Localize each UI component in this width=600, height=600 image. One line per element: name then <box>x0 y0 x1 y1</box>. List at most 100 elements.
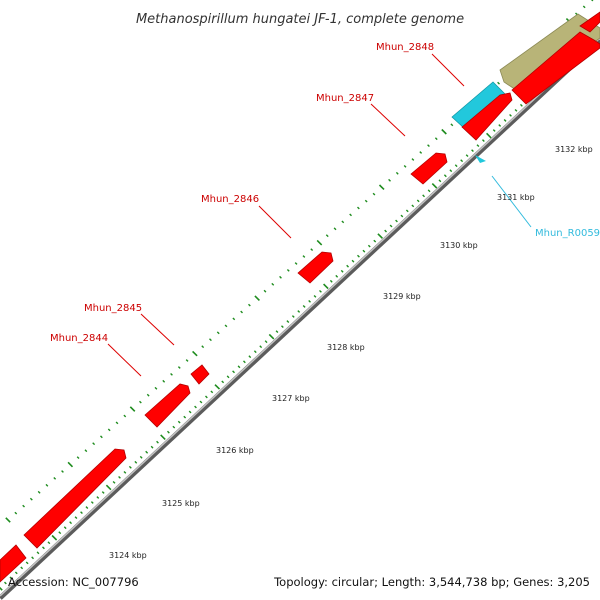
inner-tick-12 <box>63 526 67 530</box>
backbone <box>0 37 600 600</box>
cds-bottom-left[interactable] <box>0 544 27 583</box>
outer-tick-31 <box>248 303 251 307</box>
outer-tick-20 <box>162 379 166 383</box>
inner-tick-94 <box>509 114 512 117</box>
inner-tick-64 <box>346 264 349 268</box>
inner-tick-48 <box>259 345 263 349</box>
outer-tick-7 <box>61 470 64 473</box>
outer-tick-5 <box>45 483 49 487</box>
inner-tick-33 <box>177 420 181 424</box>
cds-block-top-edge[interactable] <box>579 11 600 33</box>
outer-tick-57 <box>450 123 454 127</box>
inner-tick-47 <box>253 350 257 354</box>
cds-mhun-2844[interactable] <box>144 383 191 428</box>
outer-tick-36 <box>286 269 290 272</box>
tick-label-3130: 3130 kbp <box>440 241 478 250</box>
feature-track <box>0 11 600 583</box>
outer-tick-28 <box>224 324 228 328</box>
inner-tick-23 <box>123 471 127 474</box>
inner-tick-31 <box>166 430 170 434</box>
outer-tick-50 <box>395 171 399 175</box>
outer-tick-12 <box>100 435 103 439</box>
inner-tick-55 <box>297 310 301 313</box>
inner-tick-17 <box>90 501 94 504</box>
outer-tick-40 <box>316 239 323 246</box>
gene-label-mhun-r0059[interactable]: Mhun_R0059 <box>535 228 600 239</box>
inner-tick-69 <box>373 239 377 243</box>
inner-tick-19 <box>101 491 105 494</box>
gene-labels: Mhun_2844 Mhun_2845 Mhun_2846 Mhun_2847 … <box>50 42 600 344</box>
topology-text: Topology: circular; Length: 3,544,738 bp… <box>273 575 590 589</box>
inner-tick-43 <box>232 370 235 374</box>
outer-tick-2 <box>22 504 25 508</box>
outer-tick-56 <box>441 128 447 135</box>
inner-tick-80 <box>431 183 438 189</box>
inner-tick-0 <box>0 586 3 591</box>
tick-label-3129: 3129 kbp <box>383 292 421 301</box>
outer-tick-38 <box>302 255 306 258</box>
feature-olive-block[interactable] <box>499 13 600 95</box>
tick-label-3128: 3128 kbp <box>327 343 365 352</box>
outer-tick-34 <box>271 282 275 286</box>
inner-tick-91 <box>492 129 496 132</box>
rna-arrow-mhun-r0059[interactable] <box>475 155 486 163</box>
inner-tick-68 <box>367 244 371 248</box>
outer-tick-30 <box>240 310 243 314</box>
cds-block-top-right[interactable] <box>511 31 600 105</box>
gene-label-mhun-2844[interactable]: Mhun_2844 <box>50 333 108 344</box>
cds-mhun-2845[interactable] <box>190 364 210 385</box>
cds-mhun-2848-arrow[interactable] <box>461 92 513 141</box>
inner-tick-51 <box>275 330 279 333</box>
inner-tick-54 <box>291 315 295 318</box>
outer-tick-37 <box>294 262 298 265</box>
inner-tick-row <box>0 38 594 591</box>
inner-tick-13 <box>69 521 73 525</box>
inner-tick-95 <box>514 109 518 112</box>
inner-tick-67 <box>362 249 366 253</box>
inner-tick-78 <box>422 194 426 198</box>
outer-tick-15 <box>123 414 127 418</box>
inner-tick-89 <box>481 139 485 142</box>
kbp-tick-labels: 3124 kbp 3125 kbp 3126 kbp 3127 kbp 3128… <box>109 145 593 560</box>
outer-tick-46 <box>364 199 368 203</box>
inner-tick-96 <box>519 103 523 107</box>
outer-tick-9 <box>76 456 80 459</box>
inner-tick-8 <box>42 546 45 550</box>
inner-tick-88 <box>476 144 480 148</box>
inner-tick-66 <box>357 254 360 258</box>
inner-tick-28 <box>150 445 154 449</box>
cds-mhun-2846[interactable] <box>297 251 334 284</box>
outer-tick-11 <box>92 442 96 446</box>
outer-tick-27 <box>216 331 220 335</box>
inner-tick-59 <box>319 289 322 293</box>
inner-tick-79 <box>427 189 431 193</box>
outer-tick-18 <box>146 393 150 397</box>
outer-tick-21 <box>170 373 173 376</box>
inner-tick-25 <box>134 460 138 464</box>
gene-label-mhun-2847[interactable]: Mhun_2847 <box>316 93 374 104</box>
outer-tick-8 <box>67 461 74 468</box>
outer-tick-47 <box>372 192 376 196</box>
inner-tick-18 <box>96 496 100 499</box>
cds-mhun-2847[interactable] <box>410 152 448 185</box>
outer-tick-41 <box>325 234 329 238</box>
inner-tick-11 <box>58 531 62 535</box>
inner-tick-57 <box>308 300 311 303</box>
inner-tick-4 <box>20 566 24 570</box>
cds-long-block[interactable] <box>23 448 127 549</box>
inner-tick-36 <box>194 405 197 409</box>
map-title: Methanospirillum hungatei JF-1, complete… <box>136 12 464 27</box>
inner-tick-49 <box>264 340 268 344</box>
inner-tick-30 <box>160 434 166 440</box>
inner-tick-62 <box>335 274 339 278</box>
inner-tick-81 <box>438 179 442 183</box>
inner-tick-21 <box>112 480 116 484</box>
inner-tick-22 <box>118 476 121 479</box>
gene-label-mhun-2845[interactable]: Mhun_2845 <box>84 303 142 314</box>
outer-tick-23 <box>185 359 189 362</box>
gene-label-mhun-2846[interactable]: Mhun_2846 <box>201 194 259 205</box>
outer-tick-53 <box>419 151 423 154</box>
gene-label-mhun-2848[interactable]: Mhun_2848 <box>376 42 434 53</box>
inner-tick-83 <box>449 169 453 173</box>
